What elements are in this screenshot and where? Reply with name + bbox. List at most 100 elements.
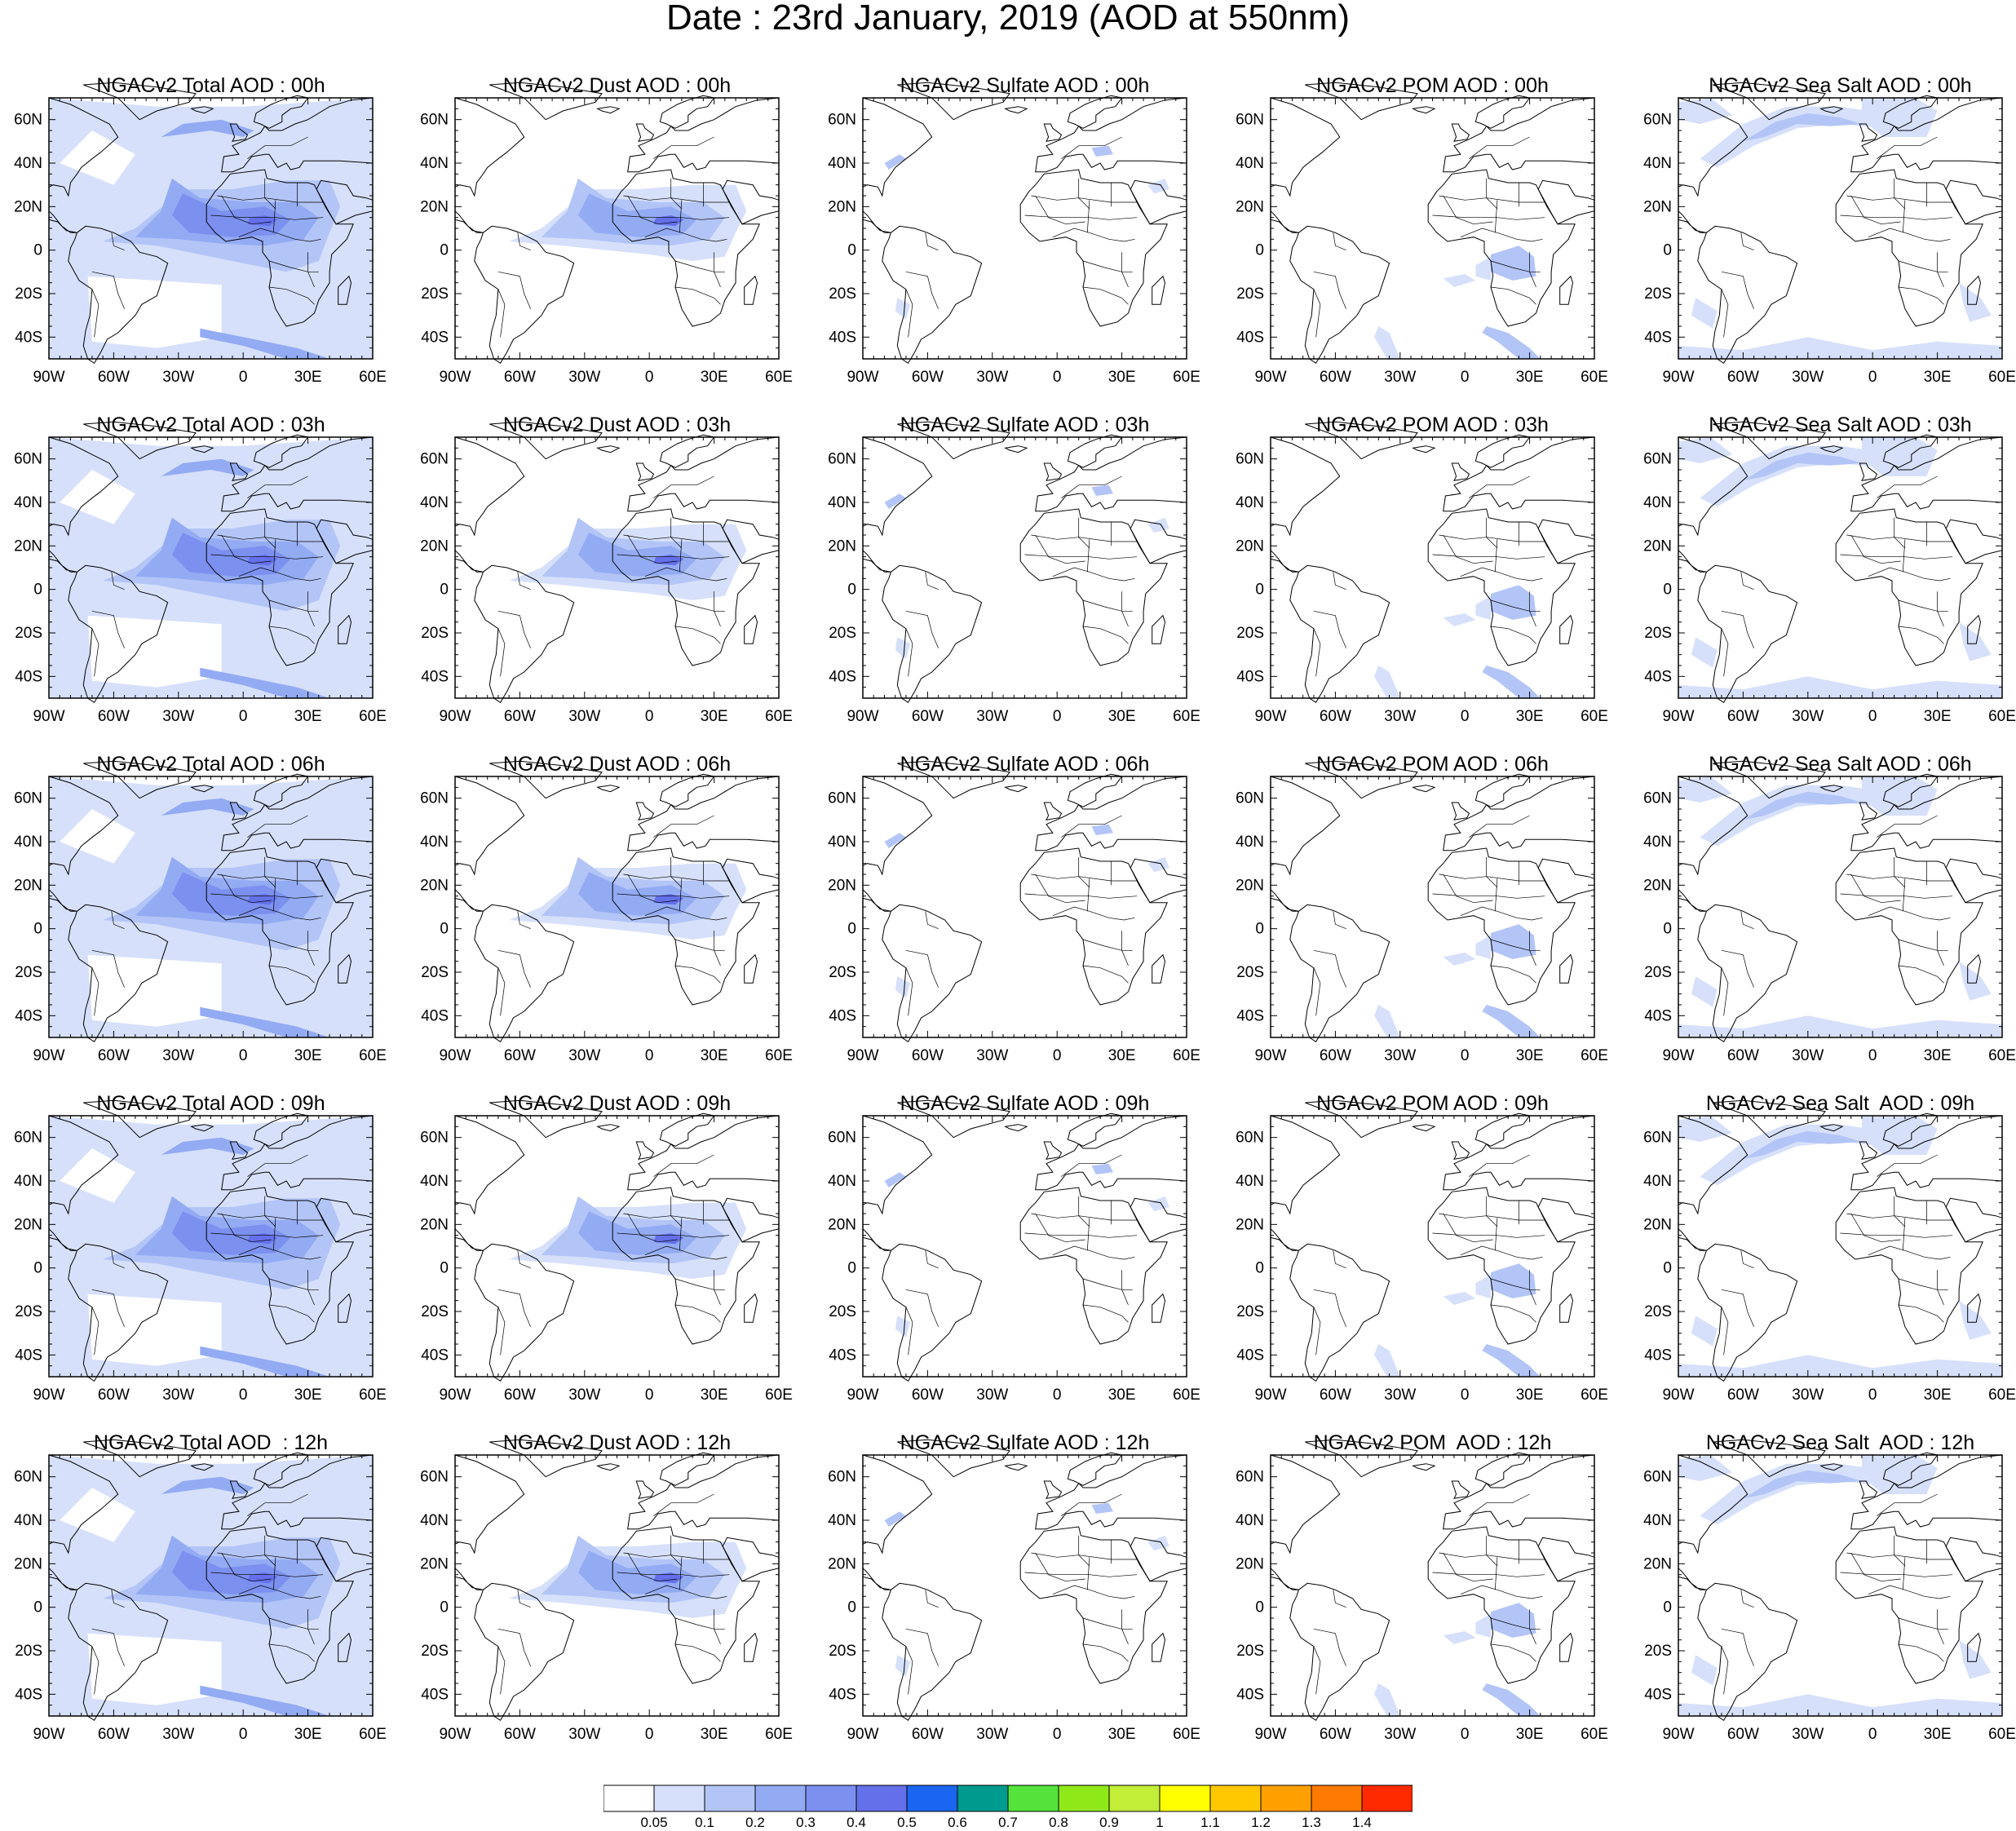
border-guiana	[1333, 1250, 1346, 1269]
border-libya	[264, 1535, 276, 1567]
border-andes	[91, 628, 99, 677]
border-southern	[1490, 626, 1536, 644]
border-brazil	[1313, 1628, 1346, 1666]
border-andes	[1313, 1646, 1321, 1695]
aod-plume-dust-2	[577, 872, 697, 916]
panel-title: NGACv2 Dust AOD : 06h	[502, 753, 732, 776]
coastline-madagascar	[1967, 275, 1982, 305]
lon-tick-label: 60W	[912, 708, 944, 725]
coastline-central-america	[48, 210, 77, 233]
lon-tick-label: 30W	[976, 369, 1008, 386]
lat-tick-label: 60N	[828, 1130, 856, 1147]
lat-tick-label: 60N	[1236, 1130, 1264, 1147]
border-congo	[1898, 599, 1948, 612]
border-andes	[91, 1307, 99, 1356]
lat-tick-label: 20N	[14, 537, 42, 555]
lon-tick-label: 30E	[1108, 1047, 1136, 1064]
map-dust: 90W 60W 30W 0 30E 60E 60N 40N 20N 0 20S 40S	[420, 760, 793, 1064]
coastline-greenland	[897, 760, 1010, 799]
border-libya	[1078, 856, 1090, 888]
map-sulfate: 90W 60W 30W 0 30E 60E 60N 40N 20N 0 20S 40S	[828, 421, 1200, 725]
colorbar-swatch-8	[1007, 1785, 1059, 1812]
aod-plume-seasalt-0	[1700, 1463, 1917, 1525]
border-mali	[221, 534, 272, 564]
border-brazil	[497, 610, 531, 648]
border-east	[1529, 931, 1536, 966]
coastline-iceland	[190, 445, 214, 453]
border-brazil	[497, 1628, 531, 1666]
coastline-africa	[1019, 847, 1168, 1006]
border-andes	[905, 1307, 913, 1356]
lon-tick-label: 90W	[1254, 708, 1286, 725]
coastline-south-america	[474, 904, 575, 1043]
border-libya	[1894, 178, 1906, 210]
border-andes	[1721, 289, 1729, 338]
border-europe	[1469, 136, 1530, 159]
coastline-africa	[1019, 1526, 1168, 1684]
map-sulfate: 90W 60W 30W 0 30E 60E 60N 40N 20N 0 20S 40S	[828, 1099, 1200, 1404]
coastline-iceland	[1004, 1463, 1028, 1471]
border-east	[1121, 252, 1129, 288]
lon-tick-label: 0	[645, 1387, 654, 1404]
lon-tick-label: 60W	[1320, 369, 1351, 386]
border-central	[1868, 567, 1951, 582]
lat-tick-label: 40N	[420, 1173, 449, 1190]
coastline-central-america	[1270, 1567, 1299, 1590]
border-guiana	[925, 572, 939, 590]
aod-plume-pom-4	[1443, 613, 1476, 626]
lat-tick-label: 40N	[828, 834, 856, 851]
border-mali	[1850, 873, 1901, 904]
lon-tick-label: 0	[1461, 1726, 1470, 1743]
lon-tick-label: 60E	[1173, 1726, 1200, 1743]
border-southern	[268, 1643, 315, 1662]
border-chad	[679, 1218, 683, 1251]
coastline-central-america	[1270, 1227, 1299, 1251]
map-pom: 90W 60W 30W 0 30E 60E 60N 40N 20N 0 20S 40S	[1236, 760, 1608, 1064]
lon-tick-label: 60W	[912, 1047, 944, 1064]
border-andes	[1313, 289, 1321, 338]
border-sahel	[1840, 1572, 1953, 1577]
coastline-greenland	[1713, 421, 1826, 460]
coastline-iceland	[1004, 1124, 1028, 1132]
border-east	[1121, 591, 1129, 627]
lat-tick-label: 60N	[420, 1130, 449, 1147]
coastline-central-america	[454, 549, 484, 573]
lat-tick-label: 60N	[1643, 790, 1672, 807]
border-brazil	[91, 1289, 125, 1327]
coastline-greenland	[1305, 1439, 1418, 1478]
border-southern	[1898, 286, 1944, 305]
lat-tick-label: 20N	[828, 537, 856, 555]
lon-tick-label: 0	[645, 708, 654, 725]
colorbar-swatch-5	[855, 1785, 908, 1812]
lon-tick-label: 60W	[1320, 708, 1351, 725]
aod-plume-seasalt-6	[1691, 637, 1718, 668]
lon-tick-label: 90W	[847, 708, 878, 725]
coastline-scandinavia	[1882, 95, 1939, 129]
lat-tick-label: 0	[1663, 1599, 1672, 1616]
lon-tick-label: 30E	[701, 708, 728, 725]
border-guiana	[111, 572, 125, 590]
lat-tick-label: 20S	[829, 1303, 856, 1320]
map-panel-dust-4: NGACv2 Dust AOD : 12h 90W 60W 30W 0 30E 60E 60N…	[420, 1432, 863, 1783]
border-southern	[1490, 1304, 1536, 1323]
lon-tick-label: 60E	[359, 1387, 387, 1404]
coastline-africa	[612, 169, 760, 327]
aod-plume-seasalt-4	[1678, 1355, 2002, 1377]
border-east	[307, 931, 315, 966]
aod-plume-pom-4	[1443, 953, 1476, 966]
coastline-south-america	[68, 564, 169, 704]
border-libya	[264, 517, 276, 549]
lon-tick-label: 30W	[162, 1047, 194, 1064]
lon-tick-label: 90W	[847, 369, 878, 386]
coastline-north-america	[1270, 1115, 1341, 1215]
lon-tick-label: 30E	[1516, 708, 1544, 725]
lon-tick-label: 60E	[1581, 369, 1608, 386]
border-chad	[272, 878, 276, 912]
lon-tick-label: 90W	[439, 369, 471, 386]
lat-tick-label: 40S	[1236, 329, 1264, 346]
coastline-great-britain	[1859, 123, 1878, 142]
lon-tick-label: 60W	[912, 1726, 944, 1743]
border-east	[714, 252, 721, 288]
map-panel-total-0: NGACv2 Total AOD : 00h 90W 60W 30W 0 30E 60E 60…	[14, 75, 457, 426]
border-libya	[670, 517, 683, 549]
